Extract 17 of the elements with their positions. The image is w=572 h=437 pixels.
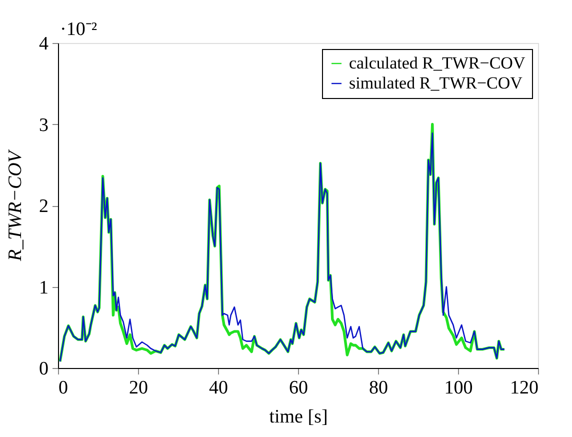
x-tick-label: 80 <box>369 378 388 398</box>
x-tick-label: 40 <box>209 378 228 398</box>
x-tick-label: 100 <box>444 378 473 398</box>
x-tick-label: 60 <box>289 378 308 398</box>
x-tick-label: 20 <box>129 378 148 398</box>
x-tick-label: 0 <box>58 378 68 398</box>
legend-label: calculated R_TWR−COV <box>349 54 526 72</box>
text: ·10⁻² <box>60 19 98 40</box>
x-tick-label: 120 <box>510 378 538 398</box>
x-axis-title: time [s] <box>269 406 328 428</box>
y-tick-label: 4 <box>39 34 49 54</box>
y-axis-title: R_TWR−COV <box>5 148 26 262</box>
y-tick-label: 2 <box>39 196 48 217</box>
y-tick-label: 0 <box>39 358 48 380</box>
y-tick-label: 3 <box>39 114 48 136</box>
y-tick-label: 1 <box>39 277 48 298</box>
legend-label: simulated R_TWR−COV <box>349 74 524 92</box>
